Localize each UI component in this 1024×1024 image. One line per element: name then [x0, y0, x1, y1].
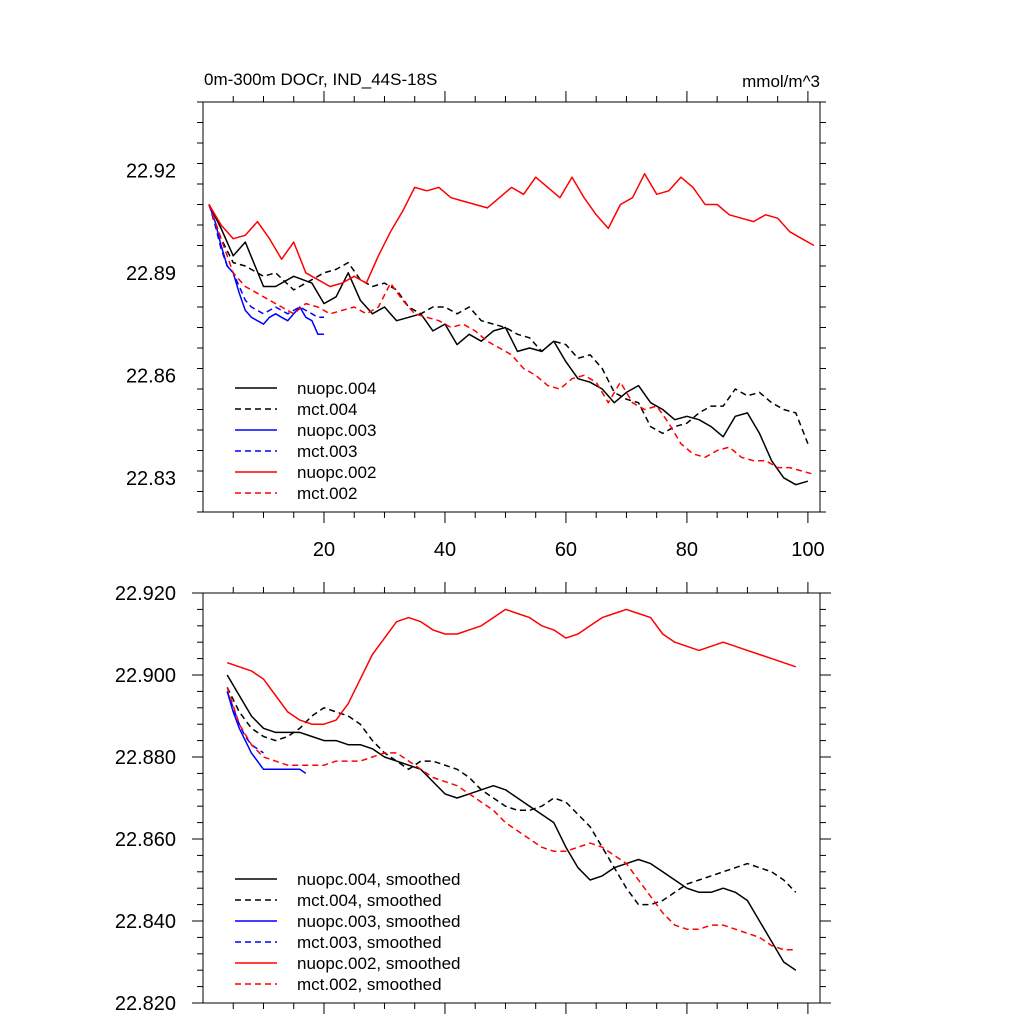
- legend-label: nuopc.004, smoothed: [297, 870, 461, 889]
- series-line-nuopc-004-smoothed: [226, 674, 797, 971]
- series-group: [208, 173, 815, 486]
- x-tick-label: 60: [555, 539, 577, 561]
- plot-frame-top: [202, 101, 821, 513]
- series-line-mct-004: [208, 204, 809, 444]
- y-tick-label: 22.860: [115, 829, 176, 851]
- x-tick-label: 80: [676, 539, 698, 561]
- legend-label: mct.002, smoothed: [297, 975, 442, 994]
- units-label: mmol/m^3: [742, 72, 820, 91]
- legend-label: mct.002: [297, 484, 357, 503]
- y-tick-label: 22.880: [115, 747, 176, 769]
- x-tick-label: 100: [791, 539, 824, 561]
- y-tick-label: 22.86: [126, 365, 176, 387]
- series-line-mct-002-smoothed: [226, 687, 796, 951]
- y-tick-label: 22.820: [115, 993, 176, 1015]
- series-line-nuopc-004: [208, 204, 809, 486]
- y-tick-labels: 22.83 22.86 22.89 22.92: [126, 160, 176, 490]
- series-line-nuopc-002: [208, 173, 815, 288]
- legend: nuopc.004, smoothed mct.004, smoothed nuop…: [235, 870, 461, 994]
- y-tick-labels: 22.820 22.840 22.860 22.880 22.900 22.920: [115, 583, 176, 1015]
- axis-ticks: [192, 582, 831, 1014]
- y-tick-label: 22.89: [126, 263, 176, 285]
- y-tick-label: 22.920: [115, 583, 176, 605]
- x-tick-label: 20: [313, 539, 335, 561]
- y-tick-label: 22.840: [115, 911, 176, 933]
- legend-label: mct.003: [297, 442, 357, 461]
- legend-label: nuopc.002, smoothed: [297, 954, 461, 973]
- x-tick-labels: 20 40 60 80 100: [313, 539, 825, 561]
- legend-label: mct.004: [297, 400, 357, 419]
- bottom-panel: 22.820 22.840 22.860 22.880 22.900 22.920 nuo…: [115, 582, 831, 1015]
- y-tick-label: 22.900: [115, 665, 176, 687]
- series-line-nuopc-003-smoothed: [226, 691, 307, 775]
- y-tick-label: 22.92: [126, 160, 176, 182]
- series-line-nuopc-003: [208, 204, 324, 336]
- plot-frame-bottom: [202, 592, 821, 1004]
- axis-ticks: [197, 91, 826, 523]
- series-group: [226, 608, 797, 971]
- y-tick-label: 22.83: [126, 468, 176, 490]
- chart-title: 0m-300m DOCr, IND_44S-18S: [204, 70, 437, 89]
- series-line-mct-003: [208, 204, 324, 319]
- legend-label: nuopc.004: [297, 379, 376, 398]
- legend: nuopc.004 mct.004 nuopc.003 mct.003 nuopc.00…: [235, 379, 376, 503]
- legend-label: mct.003, smoothed: [297, 933, 442, 952]
- legend-label: nuopc.003: [297, 421, 376, 440]
- series-line-nuopc-002-smoothed: [226, 608, 797, 725]
- legend-label: mct.004, smoothed: [297, 891, 442, 910]
- legend-label: nuopc.002: [297, 463, 376, 482]
- legend-label: nuopc.003, smoothed: [297, 912, 461, 931]
- series-line-mct-004-smoothed: [226, 686, 797, 906]
- top-panel: 0m-300m DOCr, IND_44S-18S mmol/m^3 20 40 6…: [126, 70, 826, 561]
- x-tick-label: 40: [434, 539, 456, 561]
